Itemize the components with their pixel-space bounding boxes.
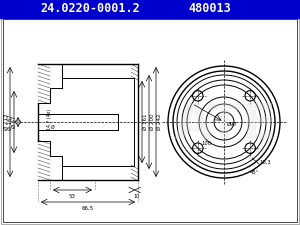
Text: ATE: ATE <box>173 101 277 149</box>
Text: 100: 100 <box>201 141 211 146</box>
Text: 53: 53 <box>68 194 76 199</box>
Text: 24.0220-0001.2: 24.0220-0001.2 <box>40 2 140 16</box>
Text: 14,7 (4x): 14,7 (4x) <box>46 108 52 130</box>
Text: 66,5: 66,5 <box>82 206 94 211</box>
Text: Ø97: Ø97 <box>227 122 238 126</box>
Text: Ø: Ø <box>51 124 55 130</box>
Text: Ø 200: Ø 200 <box>150 114 155 130</box>
Text: 10: 10 <box>133 194 139 199</box>
Text: 45°: 45° <box>250 170 260 175</box>
Text: Ø 213: Ø 213 <box>4 114 9 130</box>
Text: Ø 242: Ø 242 <box>157 114 162 130</box>
Text: 480013: 480013 <box>189 2 231 16</box>
Bar <box>0 0 300 18</box>
Text: Ø 187: Ø 187 <box>8 114 13 130</box>
Text: 10,3: 10,3 <box>259 160 271 165</box>
Text: Ø 161: Ø 161 <box>143 114 148 130</box>
Text: Ø 67: Ø 67 <box>12 116 17 128</box>
